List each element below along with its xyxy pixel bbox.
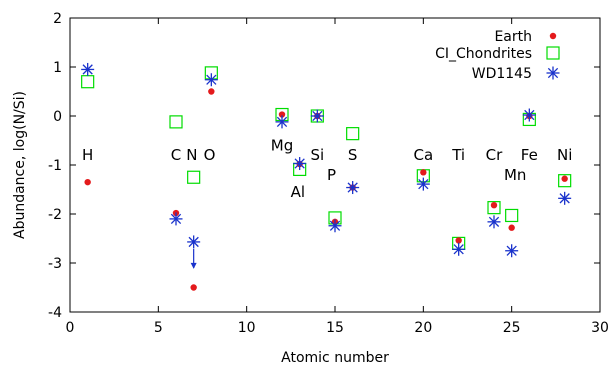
y-tick-label: -1 bbox=[48, 158, 62, 174]
x-tick-label: 5 bbox=[154, 320, 163, 336]
point-wd1145-stroke bbox=[329, 220, 341, 231]
point-wd1145 bbox=[522, 108, 536, 122]
point-wd1145-stroke bbox=[506, 245, 517, 256]
point-wd1145 bbox=[169, 212, 183, 226]
point-wd1145 bbox=[558, 191, 572, 205]
point-wd1145-stroke bbox=[559, 193, 570, 204]
element-label: Ca bbox=[413, 146, 433, 164]
element-label: Fe bbox=[521, 146, 538, 164]
legend-marker-wd1145 bbox=[546, 66, 560, 80]
element-label: Si bbox=[310, 146, 324, 164]
y-tick-label: 0 bbox=[53, 109, 62, 125]
point-earth bbox=[508, 224, 515, 231]
point-wd1145-stroke bbox=[170, 213, 182, 225]
point-earth bbox=[208, 88, 215, 95]
point-ci-chondrites bbox=[346, 127, 360, 141]
point-wd1145-stroke bbox=[188, 236, 199, 248]
point-earth bbox=[455, 237, 462, 244]
point-earth bbox=[420, 169, 427, 176]
point-wd1145-stroke bbox=[418, 178, 429, 190]
point-earth bbox=[84, 178, 91, 186]
point-earth bbox=[561, 175, 568, 182]
legend-markers bbox=[546, 32, 560, 80]
point-wd1145-stroke bbox=[82, 64, 93, 75]
point-wd1145 bbox=[416, 177, 430, 191]
point-wd1145-stroke bbox=[312, 110, 323, 122]
point-ci-chondrites bbox=[558, 174, 572, 188]
point-earth bbox=[190, 284, 197, 291]
element-label: P bbox=[327, 166, 336, 184]
x-tick-label: 10 bbox=[238, 320, 256, 336]
point-wd1145-stroke bbox=[347, 182, 358, 193]
y-tick-label: -4 bbox=[48, 305, 62, 321]
point-ci-chondrites bbox=[505, 208, 519, 223]
point-wd1145-stroke bbox=[488, 216, 500, 227]
legend-marker-earth bbox=[549, 32, 557, 40]
point-ci-chondrites bbox=[81, 75, 95, 89]
point-earth bbox=[278, 111, 286, 118]
y-tick-label: -3 bbox=[48, 256, 62, 272]
point-earth bbox=[490, 201, 498, 209]
element-label: Al bbox=[291, 183, 305, 201]
point-wd1145 bbox=[487, 215, 501, 229]
x-tick-label: 15 bbox=[326, 320, 344, 336]
element-label: Ni bbox=[557, 146, 572, 164]
point-ci-chondrites bbox=[187, 170, 201, 184]
y-tick-label: -2 bbox=[48, 207, 62, 223]
point-ci-chondrites bbox=[487, 201, 501, 215]
legend-label-ci-chondrites: CI_Chondrites bbox=[435, 46, 532, 62]
point-wd1145 bbox=[275, 115, 289, 129]
y-tick-label: 2 bbox=[53, 11, 62, 27]
x-tick-label: 25 bbox=[503, 320, 521, 336]
point-wd1145 bbox=[81, 62, 95, 76]
y-axis-label: Abundance, log(N/Si) bbox=[12, 91, 28, 239]
point-wd1145 bbox=[293, 157, 307, 171]
point-wd1145-stroke bbox=[276, 116, 288, 128]
point-wd1145 bbox=[346, 181, 360, 195]
point-wd1145-stroke bbox=[524, 109, 535, 121]
data-points bbox=[81, 62, 572, 291]
legend-marker-wd1145-stroke bbox=[547, 67, 559, 79]
legend-label-earth: Earth bbox=[494, 29, 532, 45]
point-ci-chondrites bbox=[169, 115, 183, 129]
element-label: Cr bbox=[486, 146, 503, 164]
y-tick-label: 1 bbox=[53, 60, 62, 76]
element-label: Ti bbox=[451, 146, 465, 164]
legend-label-wd1145: WD1145 bbox=[472, 66, 532, 82]
point-wd1145-stroke bbox=[453, 244, 464, 255]
point-wd1145 bbox=[310, 109, 324, 123]
legend-marker-ci-chondrites bbox=[546, 46, 560, 60]
element-label: Mn bbox=[504, 166, 526, 184]
point-wd1145-stroke bbox=[294, 158, 305, 169]
x-axis-label: Atomic number bbox=[281, 350, 389, 366]
point-wd1145-stroke bbox=[206, 74, 217, 85]
point-wd1145 bbox=[452, 242, 466, 256]
point-wd1145 bbox=[505, 244, 519, 258]
x-tick-label: 0 bbox=[66, 320, 75, 336]
upper-limit-arrow-head bbox=[190, 262, 197, 269]
point-wd1145 bbox=[328, 219, 342, 233]
element-label: H bbox=[82, 146, 93, 164]
point-wd1145 bbox=[187, 235, 201, 249]
element-label: Mg bbox=[271, 136, 293, 154]
element-label: C bbox=[171, 146, 181, 164]
element-label: N bbox=[186, 146, 197, 164]
x-tick-label: 30 bbox=[591, 320, 609, 336]
x-tick-label: 20 bbox=[414, 320, 432, 336]
x-tick-labels: 0 5 10 15 20 25 30 bbox=[66, 320, 609, 336]
element-label: O bbox=[204, 146, 216, 164]
point-wd1145 bbox=[204, 73, 218, 87]
y-tick-labels: 2 1 0 -1 -2 -3 -4 bbox=[48, 11, 62, 321]
legend: Earth CI_Chondrites WD1145 bbox=[435, 29, 560, 82]
element-label: S bbox=[348, 146, 358, 164]
axis-ticks bbox=[69, 17, 601, 313]
